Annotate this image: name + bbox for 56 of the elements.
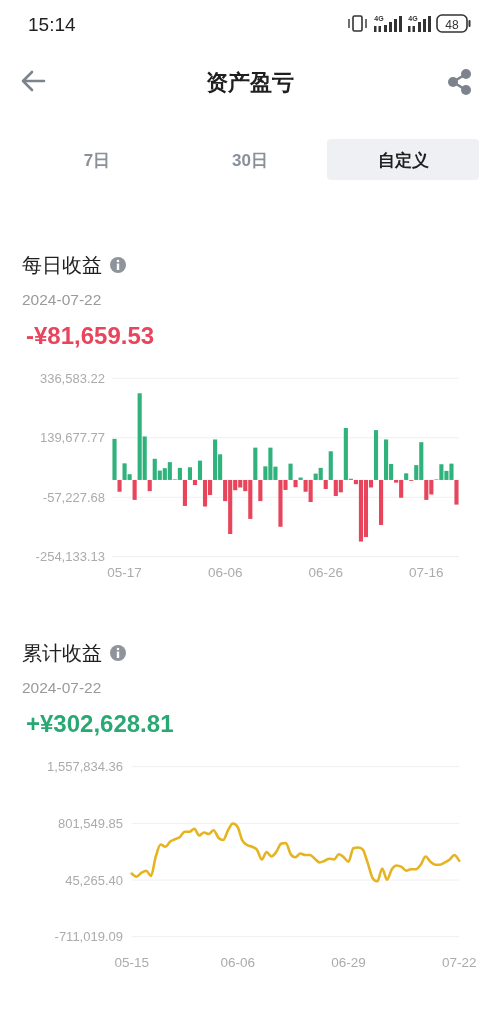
y-tick-label: -57,227.68 [42,489,105,505]
x-tick-label: 06-29 [331,955,366,970]
bar [187,467,193,480]
text: 15:14 [28,14,76,35]
text: 资产盈亏 [206,70,294,95]
y-tick-label: 801,549.85 [57,815,123,831]
bar [258,479,263,502]
x-tick-label: 06-26 [308,565,343,580]
bar [454,479,459,505]
bar [384,439,389,480]
y-tick-label: 336,583.22 [39,370,105,386]
text: 30日 [232,151,268,170]
x-tick-label: 07-22 [442,955,477,970]
text: 自定义 [377,151,429,170]
chart-title: 累计收益 [22,642,102,664]
chart-subtitle: 2024-07-22 [22,291,102,308]
bar [338,479,343,493]
text: 7日 [83,151,111,170]
y-tick-label: -254,133.13 [35,549,105,565]
text: 48 [445,17,459,32]
bar [378,479,384,525]
y-tick-label: 139,677.77 [39,430,105,446]
x-tick-label: 06-06 [220,955,255,970]
x-tick-label: 05-17 [107,565,142,580]
bar [424,479,429,500]
text: -¥81,659.53 [26,322,155,349]
x-tick-label: 06-06 [207,565,243,580]
bar [202,479,208,507]
text: +¥302,628.81 [26,710,174,737]
line-series [130,822,461,883]
bar [318,467,323,480]
bar [288,463,293,480]
bar [112,438,117,480]
y-tick-label: 45,265.40 [65,872,123,888]
bar [182,479,187,506]
bar [132,479,137,500]
chart-subtitle: 2024-07-22 [22,679,102,696]
chart-title: 每日收益 [22,254,102,276]
bar [253,447,258,480]
bar [308,479,313,502]
bar [192,479,198,486]
bar [373,430,379,480]
x-tick-label: 07-16 [409,565,444,580]
bar [213,439,218,480]
x-tick-label: 05-15 [114,955,149,970]
bar [117,479,122,492]
y-tick-label: -711,019.09 [54,929,123,945]
y-tick-label: 1,557,834.36 [47,759,123,775]
bar [404,473,409,480]
bar [323,479,328,490]
bar [363,479,369,538]
bar [293,479,298,488]
bar [328,451,333,480]
bar [147,479,152,492]
bar [177,467,182,480]
bar [197,460,203,480]
